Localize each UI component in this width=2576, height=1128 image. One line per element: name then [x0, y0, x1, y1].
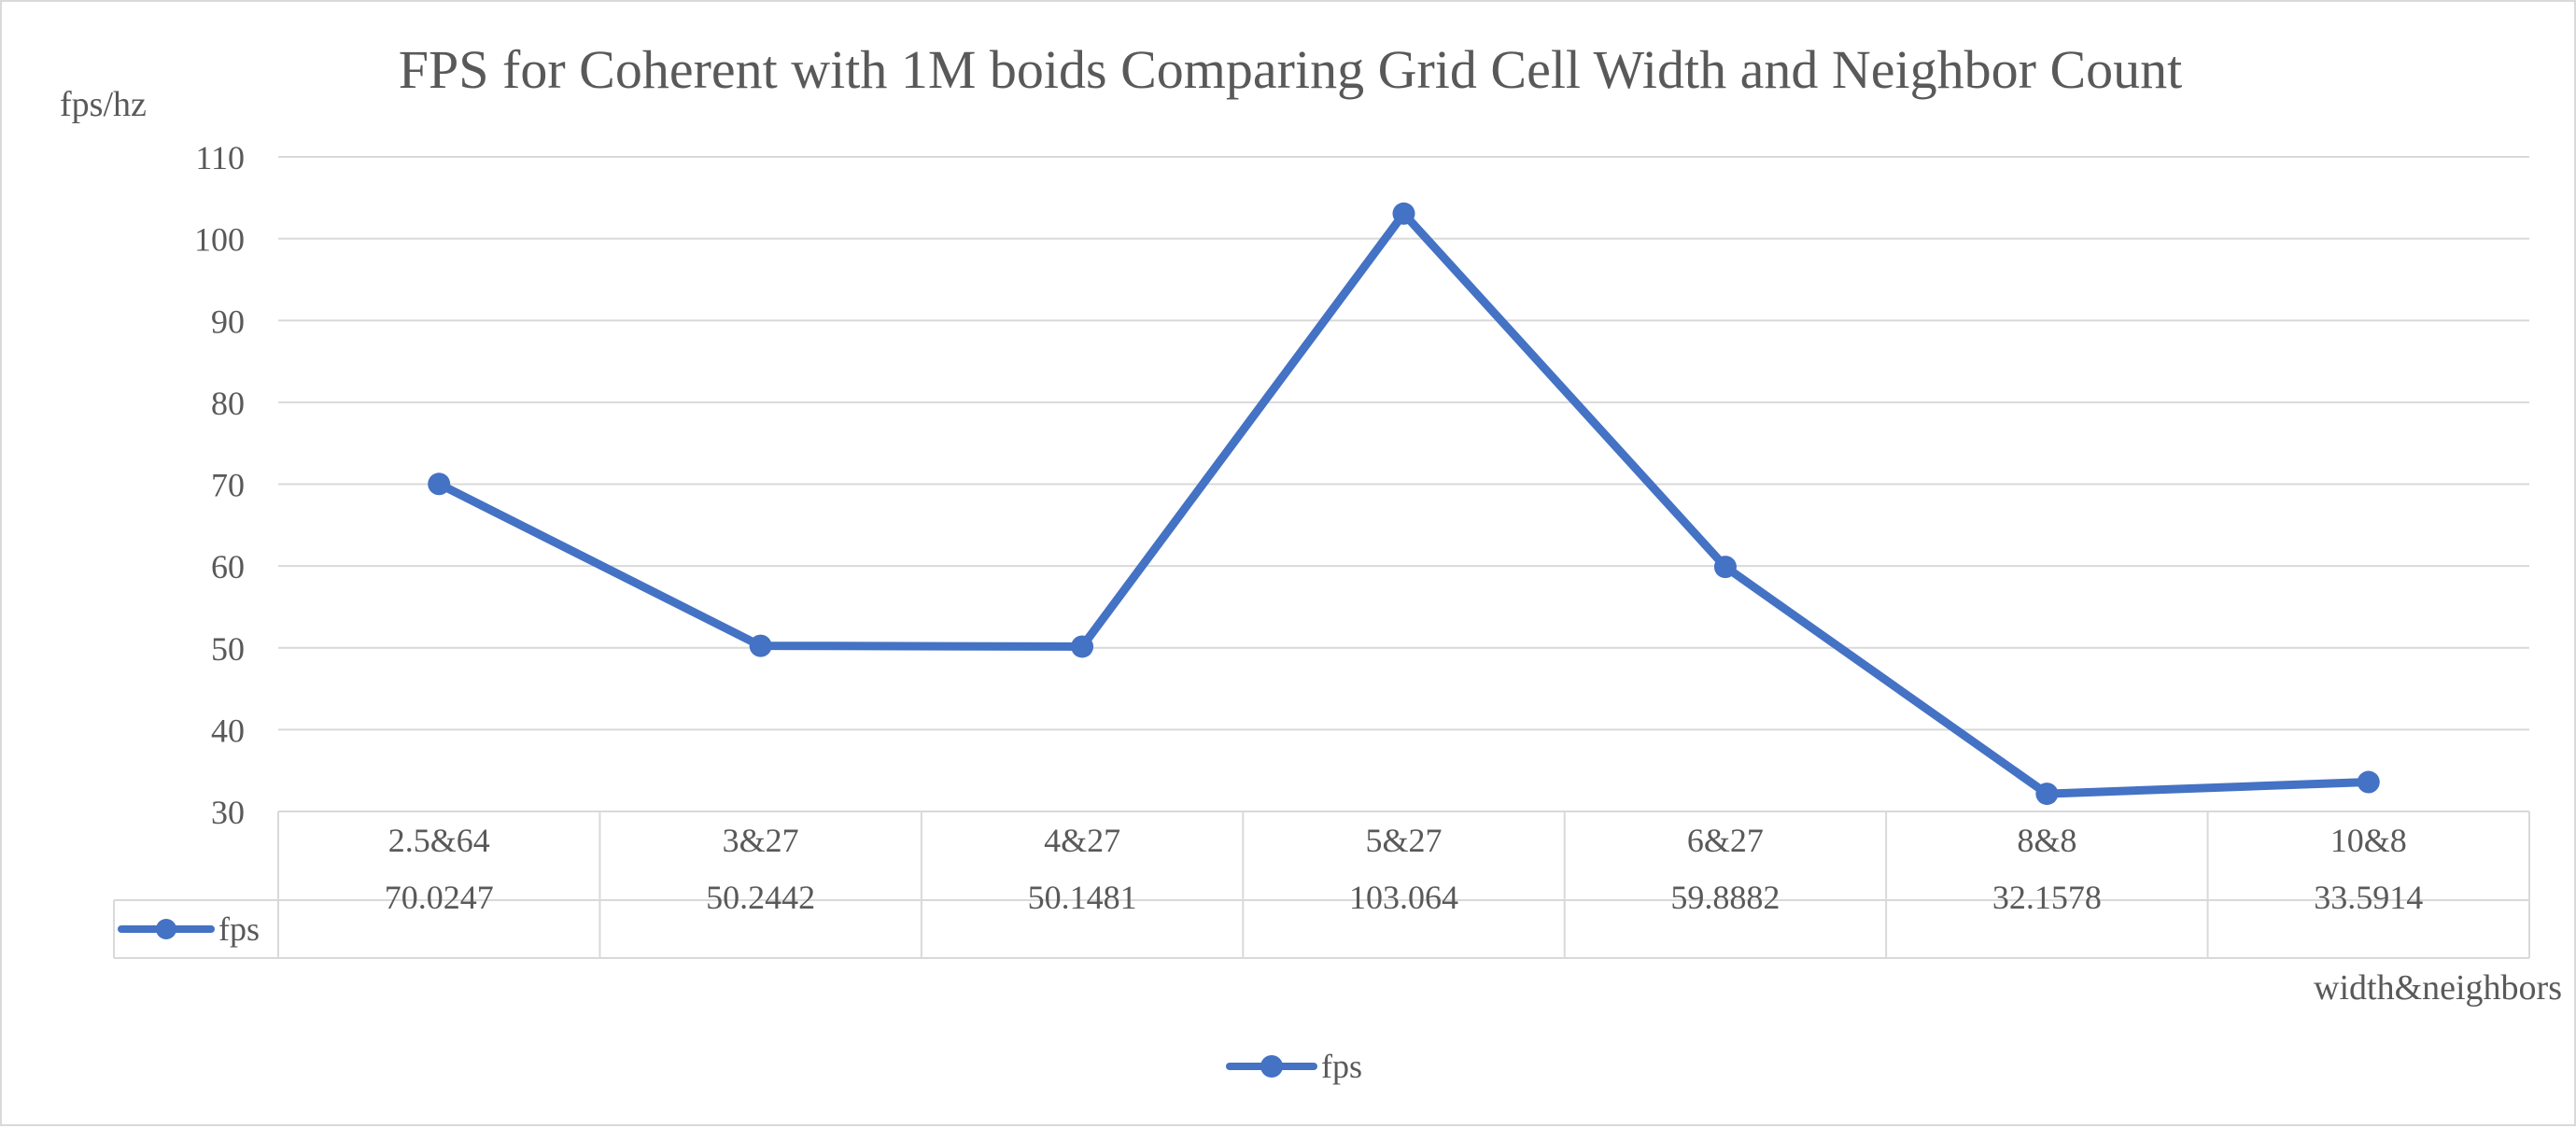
x-axis-label: width&neighbors [2314, 968, 2562, 1008]
x-tick-label: 8&8 [2017, 822, 2076, 859]
series-fps [428, 202, 2380, 806]
y-tick-label: 90 [211, 303, 245, 340]
legend: fps [1226, 1048, 1362, 1085]
gridlines [278, 156, 2529, 812]
chart-title: FPS for Coherent with 1M boids Comparing… [399, 39, 2183, 100]
x-tick-label: 4&27 [1044, 822, 1120, 859]
y-tick-label: 30 [211, 794, 245, 831]
table-legend-label: fps [218, 910, 260, 948]
data-point [2357, 770, 2380, 794]
y-tick-label: 110 [195, 139, 245, 176]
data-point [428, 472, 451, 496]
data-label: 103.064 [1349, 879, 1458, 916]
y-axis-ticks: 30 40 50 60 70 80 90 100 110 [194, 139, 245, 831]
y-tick-label: 60 [211, 548, 245, 585]
data-label: 70.0247 [385, 879, 494, 916]
data-label: 50.2442 [706, 879, 815, 916]
series-line [434, 209, 2373, 798]
legend-label: fps [1321, 1048, 1362, 1085]
data-label: 33.5914 [2314, 879, 2423, 916]
y-tick-label: 80 [211, 385, 245, 422]
data-table: 2.5&64 70.0247 3&27 50.2442 4&27 50.1481 5&27 1… [113, 811, 2530, 959]
data-label: 59.8882 [1670, 879, 1780, 916]
y-tick-label: 70 [211, 467, 245, 504]
x-tick-label: 2.5&64 [388, 822, 490, 859]
data-label: 50.1481 [1028, 879, 1137, 916]
y-axis-label: fps/hz [60, 85, 147, 124]
y-tick-label: 40 [211, 712, 245, 749]
data-point [1392, 202, 1415, 225]
table-legend-marker [156, 919, 176, 939]
data-point [2035, 783, 2059, 806]
data-point [749, 634, 772, 657]
data-point [1713, 556, 1737, 579]
x-tick-label: 6&27 [1687, 822, 1764, 859]
legend-marker [1260, 1055, 1283, 1078]
x-tick-label: 3&27 [723, 822, 799, 859]
x-tick-label: 10&8 [2330, 822, 2407, 859]
data-label: 32.1578 [1992, 879, 2102, 916]
y-tick-label: 100 [194, 221, 245, 259]
data-point [1071, 635, 1094, 658]
x-tick-label: 5&27 [1365, 822, 1442, 859]
y-tick-label: 50 [211, 630, 245, 668]
